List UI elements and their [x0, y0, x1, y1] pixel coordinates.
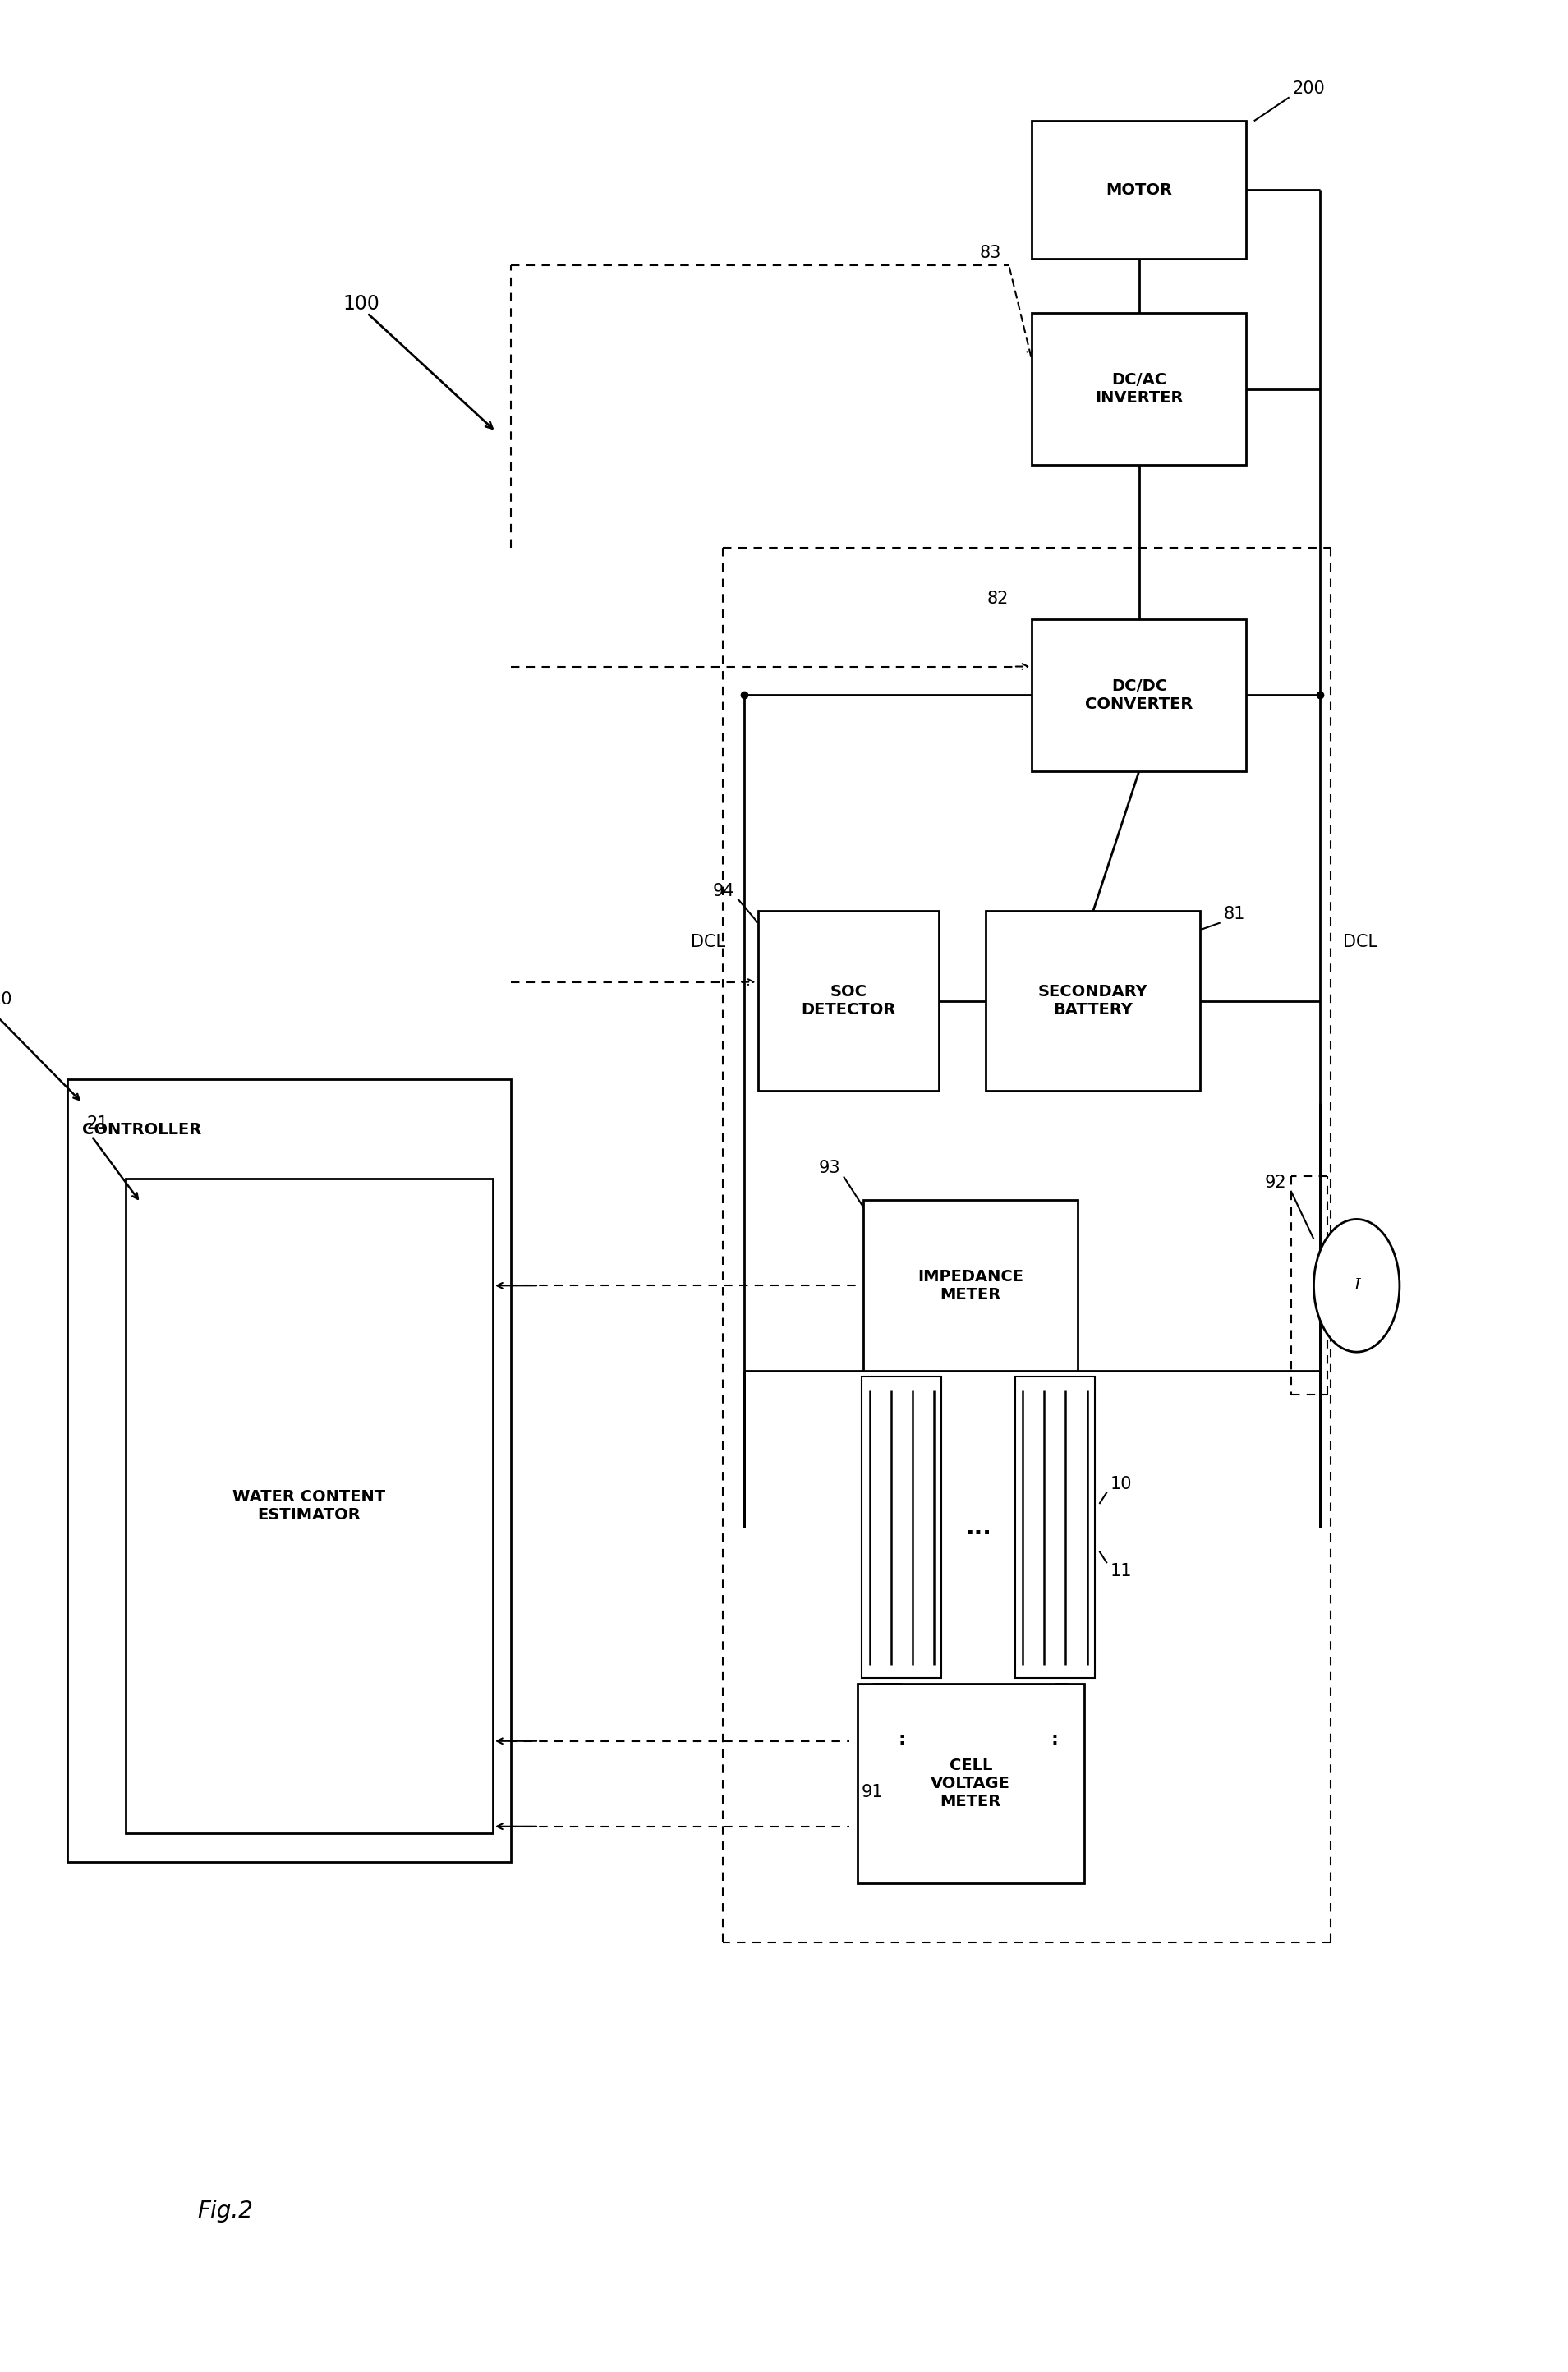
- Text: 93: 93: [818, 1160, 840, 1177]
- Text: 92: 92: [1264, 1174, 1286, 1191]
- Bar: [757, 911, 939, 1091]
- Text: IMPEDANCE
METER: IMPEDANCE METER: [917, 1269, 1024, 1302]
- Text: 200: 200: [1292, 81, 1325, 97]
- Text: 83: 83: [980, 244, 1002, 261]
- Bar: [986, 911, 1201, 1091]
- Text: SOC
DETECTOR: SOC DETECTOR: [801, 984, 895, 1018]
- Text: 10: 10: [1110, 1475, 1132, 1492]
- Text: DC/DC
CONVERTER: DC/DC CONVERTER: [1085, 678, 1193, 712]
- Text: Fig.2: Fig.2: [198, 2199, 252, 2223]
- Text: 20: 20: [0, 991, 13, 1008]
- Text: 91: 91: [861, 1784, 883, 1800]
- Text: 82: 82: [988, 591, 1008, 607]
- Bar: [67, 1079, 511, 1862]
- Text: DC/AC
INVERTER: DC/AC INVERTER: [1094, 372, 1184, 406]
- Text: 94: 94: [713, 882, 735, 899]
- Text: :: :: [898, 1732, 905, 1748]
- Text: DCL: DCL: [691, 935, 726, 949]
- Bar: [858, 1684, 1083, 1883]
- Circle shape: [1314, 1219, 1400, 1352]
- Text: DCL: DCL: [1342, 935, 1377, 949]
- Text: 100: 100: [343, 294, 379, 313]
- Bar: [862, 1376, 942, 1679]
- Text: 21: 21: [86, 1115, 108, 1131]
- Text: CONTROLLER: CONTROLLER: [83, 1122, 202, 1139]
- Text: WATER CONTENT
ESTIMATOR: WATER CONTENT ESTIMATOR: [232, 1490, 386, 1523]
- Bar: [1032, 619, 1247, 771]
- Text: MOTOR: MOTOR: [1105, 183, 1173, 197]
- Bar: [1032, 313, 1247, 465]
- Bar: [1032, 121, 1247, 259]
- Text: 81: 81: [1223, 906, 1245, 923]
- Text: ...: ...: [966, 1516, 991, 1539]
- Text: I: I: [1353, 1279, 1359, 1293]
- Bar: [1014, 1376, 1094, 1679]
- Text: SECONDARY
BATTERY: SECONDARY BATTERY: [1038, 984, 1148, 1018]
- Bar: [125, 1179, 492, 1834]
- Text: CELL
VOLTAGE
METER: CELL VOLTAGE METER: [931, 1758, 1010, 1810]
- Text: :: :: [1051, 1732, 1058, 1748]
- Bar: [864, 1200, 1077, 1371]
- Text: 11: 11: [1110, 1563, 1132, 1580]
